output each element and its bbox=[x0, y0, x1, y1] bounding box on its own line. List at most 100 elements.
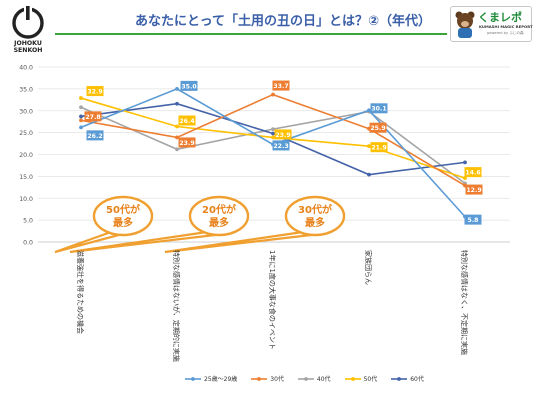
x-axis-categories: 滋養強壮を得るための機会 特別な感情はないが、定期的に実施 1年に1度の大事な食のイ… bbox=[76, 250, 469, 362]
data-point bbox=[79, 125, 83, 130]
legend-swatch bbox=[251, 376, 268, 381]
data-label-box bbox=[464, 167, 482, 178]
y-tick-label: 5.0 bbox=[23, 218, 33, 225]
legend-label: 50代 bbox=[363, 376, 378, 383]
data-point bbox=[79, 114, 83, 119]
bubble-text-line2: 最多 bbox=[209, 216, 229, 229]
data-label-box bbox=[180, 80, 198, 91]
bubble-text-line1: 30代が bbox=[298, 203, 333, 216]
line-chart: 0.0 5.0 10.0 15.0 20.0 25.0 30.0 35.0 40.0 50代が最… bbox=[19, 65, 510, 362]
data-label-box bbox=[272, 80, 290, 91]
data-label: 27.8 bbox=[85, 114, 100, 121]
johoku-senkoh-logo: JOHOKU SENKOH bbox=[8, 6, 48, 56]
x-category-label: 1年に1度の大事な食のイベント bbox=[268, 250, 277, 350]
data-point bbox=[271, 127, 275, 132]
data-label-box bbox=[178, 115, 196, 126]
data-label-box bbox=[84, 111, 102, 122]
x-category-label: 特別な感情はなく、不定期に実施 bbox=[460, 250, 469, 355]
data-label: 21.9 bbox=[371, 145, 386, 152]
data-label: 23.9 bbox=[179, 140, 194, 147]
logo-text-line1: JOHOKU bbox=[14, 40, 42, 47]
brand-powered-by: powered by ふじの森 bbox=[487, 31, 524, 35]
data-point bbox=[463, 176, 467, 181]
data-point bbox=[271, 135, 275, 140]
data-label: 25.9 bbox=[370, 125, 385, 132]
data-label: 32.9 bbox=[87, 88, 102, 95]
y-tick-label: 35.0 bbox=[19, 86, 33, 93]
data-point bbox=[79, 105, 83, 110]
data-point bbox=[175, 124, 179, 129]
y-tick-label: 0.0 bbox=[23, 240, 33, 247]
legend-label: 30代 bbox=[270, 376, 284, 383]
data-label-box bbox=[272, 140, 290, 151]
x-category-label: 特別な感情はないが、定期的に実施 bbox=[172, 250, 181, 362]
data-label: 14.6 bbox=[465, 170, 480, 177]
data-label: 22.3 bbox=[273, 143, 288, 150]
data-label: 35.0 bbox=[181, 83, 197, 90]
logo-text-line2: SENKOH bbox=[13, 47, 43, 54]
legend-item: 25歳～29歳 bbox=[185, 374, 237, 383]
data-label: 30.1 bbox=[371, 106, 386, 113]
legend-item: 60代 bbox=[391, 374, 424, 383]
data-point bbox=[175, 101, 179, 106]
data-label-box bbox=[274, 129, 292, 140]
data-point bbox=[79, 118, 83, 123]
title-divider bbox=[55, 33, 447, 35]
bubble-text-line1: 20代が bbox=[202, 203, 237, 216]
brand-name: くまレポ bbox=[478, 11, 522, 24]
data-point bbox=[463, 160, 467, 165]
bubble-text-line2: 最多 bbox=[113, 216, 133, 229]
bubble-shape bbox=[188, 195, 250, 237]
x-category-label: 滋養強壮を得るための機会 bbox=[76, 250, 85, 334]
data-label-box bbox=[86, 86, 104, 97]
bear-mascot-icon bbox=[455, 11, 475, 38]
y-tick-label: 30.0 bbox=[19, 108, 33, 115]
data-point bbox=[367, 144, 371, 149]
series-lines bbox=[79, 86, 467, 219]
data-label: 33.7 bbox=[273, 83, 288, 90]
bubble-shape bbox=[92, 195, 154, 237]
legend-item: 50代 bbox=[344, 374, 378, 383]
y-tick-label: 40.0 bbox=[19, 65, 33, 72]
legend-swatch bbox=[297, 376, 314, 381]
legend-label: 60代 bbox=[410, 376, 424, 383]
data-point bbox=[79, 96, 83, 100]
data-point bbox=[271, 92, 275, 97]
data-label: 5.8 bbox=[468, 217, 479, 224]
brand-logo: くまレポ KUMASHI MAGIC REPORT powered by ふじの… bbox=[450, 6, 533, 42]
data-label-box bbox=[370, 142, 388, 153]
legend-swatch bbox=[185, 376, 201, 381]
bubble-text-line1: 50代が bbox=[106, 203, 141, 216]
data-label-box bbox=[86, 130, 104, 141]
data-label: 26.2 bbox=[87, 133, 102, 140]
y-tick-label: 10.0 bbox=[19, 196, 33, 203]
data-point bbox=[367, 172, 371, 177]
legend-item: 30代 bbox=[251, 374, 284, 383]
y-tick-label: 20.0 bbox=[19, 152, 33, 159]
logo-mark-icon bbox=[12, 6, 44, 39]
legend-label: 25歳～29歳 bbox=[204, 376, 238, 383]
legend-item: 40代 bbox=[297, 374, 331, 383]
legend-swatch bbox=[391, 376, 408, 381]
y-axis-ticks: 0.0 5.0 10.0 15.0 20.0 25.0 30.0 35.0 40.0 bbox=[19, 65, 33, 247]
data-label-box bbox=[464, 214, 482, 225]
y-tick-label: 15.0 bbox=[19, 174, 33, 181]
x-category-label: 家族団らん bbox=[364, 250, 373, 285]
data-label-box bbox=[465, 184, 483, 195]
data-label: 23.9 bbox=[275, 132, 290, 139]
data-label-box bbox=[178, 137, 196, 148]
data-labels: 26.2 35.0 22.3 30.1 5.8 27.8 23.9 33.7 25.9 12.9 3… bbox=[84, 80, 483, 225]
data-point bbox=[175, 135, 179, 140]
data-label: 12.9 bbox=[466, 187, 481, 194]
data-label-box bbox=[370, 103, 388, 114]
bubble-shape bbox=[284, 195, 346, 237]
chart-legend: 25歳～29歳 30代 40代 50代 60代 bbox=[185, 374, 424, 383]
y-tick-label: 25.0 bbox=[19, 130, 33, 137]
data-label: 26.4 bbox=[179, 118, 195, 125]
data-point bbox=[175, 147, 179, 152]
logo-text: JOHOKU SENKOH bbox=[8, 40, 48, 54]
data-label-box bbox=[369, 122, 387, 133]
